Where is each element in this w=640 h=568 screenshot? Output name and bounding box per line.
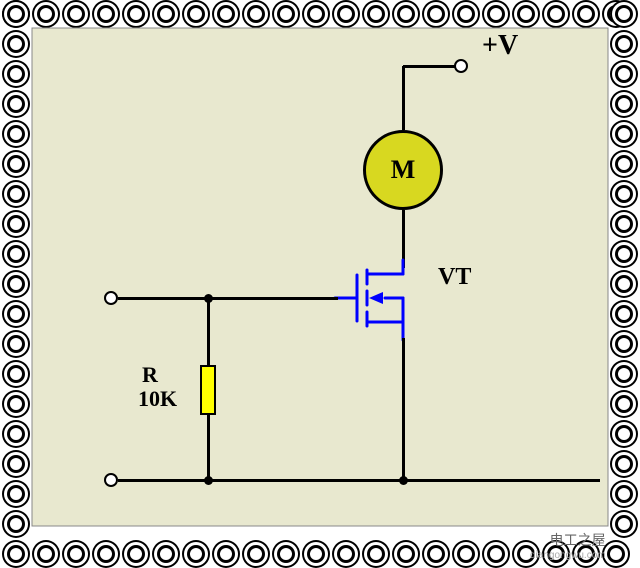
motor-label: M [391,155,416,185]
resistor-name-label: R [142,362,158,388]
wire-vplus-to-motor [402,66,405,130]
supply-label: +V [482,30,518,62]
motor-symbol: M [363,130,443,210]
wire-resistor-bottom [207,415,210,481]
watermark-cn: 电工之屋 [530,530,606,550]
wire-gate-rail [118,297,338,300]
wire-ground-rail [118,479,600,482]
junction-dot [204,294,213,303]
input-terminal [104,291,118,305]
resistor-value-label: 10K [138,386,177,412]
watermark: 电工之屋 diangongwu.com [530,530,606,561]
watermark-en: diangongwu.com [530,550,606,561]
circuit-canvas: +V M [40,30,600,520]
junction-dot [204,476,213,485]
mosfet-symbol [335,260,425,340]
wire-source-to-ground [402,338,405,481]
wire-resistor-top [207,298,210,365]
transistor-label: VT [438,264,471,291]
ground-terminal [104,473,118,487]
vplus-terminal [454,59,468,73]
resistor-body [200,365,216,415]
wire-vplus-horiz [403,65,456,68]
junction-dot [399,476,408,485]
